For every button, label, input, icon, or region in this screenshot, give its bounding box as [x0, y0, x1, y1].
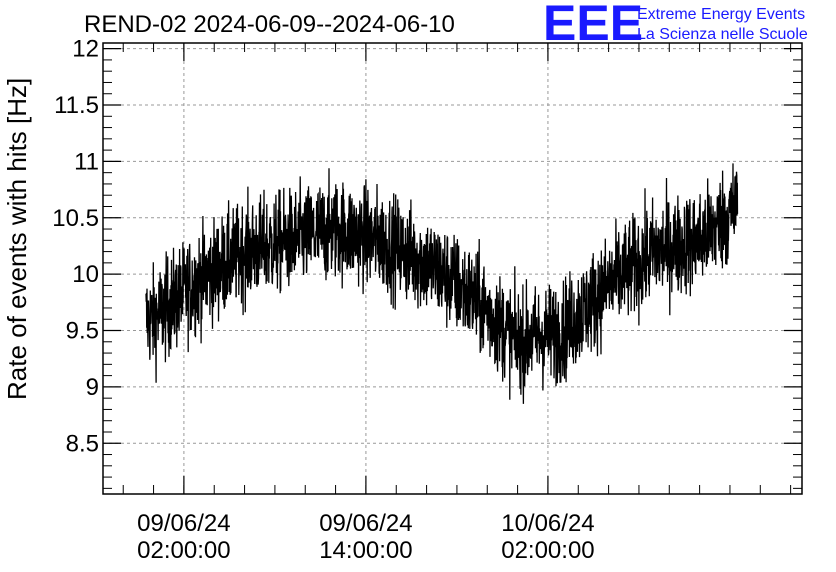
logo-line2: La Scienza nelle Scuole: [637, 26, 808, 43]
y-tick-label: 12: [72, 36, 99, 63]
y-tick-labels: 8.5 9 9.5 10 10.5 11 11.5 12: [52, 36, 99, 458]
y-tick-label: 10: [72, 261, 99, 288]
y-tick-label: 9.5: [66, 318, 99, 345]
y-tick-label: 11.5: [54, 92, 99, 119]
x-tick-date: 09/06/24: [319, 510, 412, 537]
x-tick-date: 10/06/24: [501, 510, 594, 537]
y-tick-label: 8.5: [66, 430, 99, 457]
y-tick-label: 10.5: [52, 205, 99, 232]
chart-title: REND-02 2024-06-09--2024-06-10: [84, 11, 455, 38]
x-tick-date: 09/06/24: [137, 510, 230, 537]
rate-series-line: [145, 163, 739, 404]
y-axis-label: Rate of events with hits [Hz]: [2, 78, 32, 400]
y-tick-label: 9: [86, 374, 99, 401]
y-tick-label: 11: [74, 148, 99, 175]
eee-logo: EEE Extreme Energy Events La Scienza nel…: [543, 0, 808, 51]
logo-line1: Extreme Energy Events: [637, 6, 805, 23]
x-tick-time: 14:00:00: [319, 537, 412, 564]
x-tick-labels: 09/06/2402:00:0009/06/2414:00:0010/06/24…: [137, 510, 594, 564]
axis-ticks: [103, 43, 802, 494]
x-tick-time: 02:00:00: [501, 537, 594, 564]
data-series: [145, 163, 739, 404]
plot-frame: [102, 42, 803, 495]
x-tick-time: 02:00:00: [137, 537, 230, 564]
